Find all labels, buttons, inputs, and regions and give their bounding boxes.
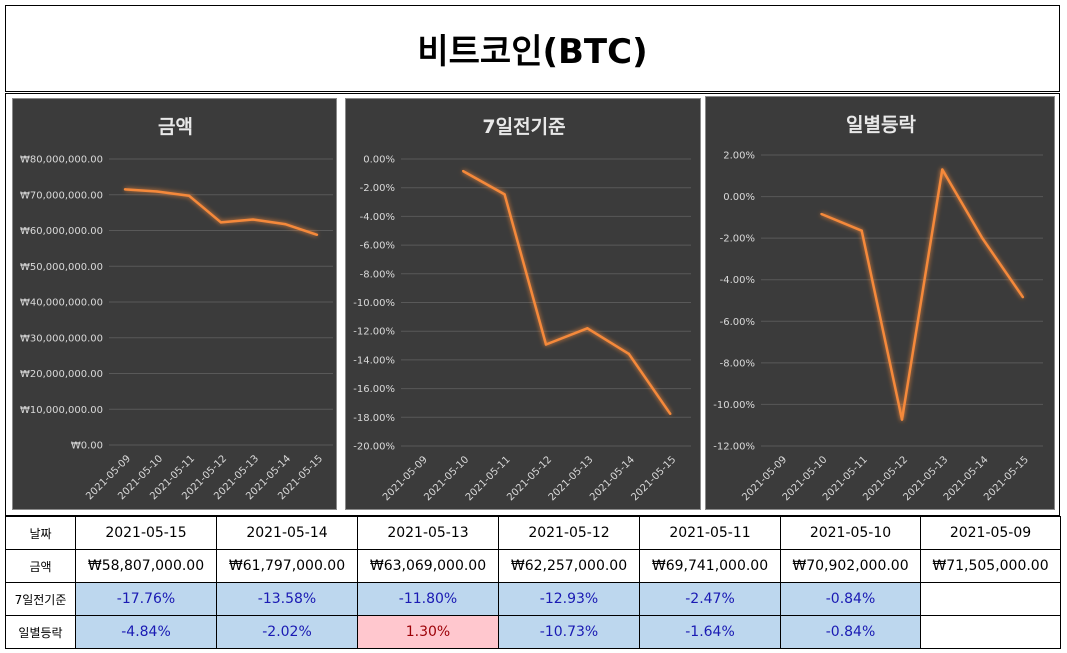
amount-cell: ₩69,741,000.00 [639,549,781,583]
y-tick-label: ₩70,000,000.00 [20,190,103,201]
daily-change-cell: -10.73% [498,615,640,649]
amount-cell: ₩62,257,000.00 [498,549,640,583]
data-point [251,218,255,221]
week-change-cell: -0.84% [780,582,921,616]
data-point [219,221,223,224]
chart-week-change-plot: 7일전기준 -20.00% -18.00% -16.00% -14.00% -12.00%… [353,116,691,503]
y-tick-label: ₩20,000,000.00 [20,369,103,380]
data-point [155,190,159,193]
data-point [900,418,904,421]
amount-cell: ₩70,902,000.00 [780,549,921,583]
date-cell: 2021-05-11 [639,516,781,550]
daily-change-cell: -0.84% [780,615,921,649]
y-tick-label: 2.00% [723,151,755,162]
date-cell: 2021-05-12 [498,516,640,550]
y-tick-label: -10.00% [353,298,395,309]
daily-change-cell: 1.30% [357,615,499,649]
week-change-cell: -11.80% [357,582,499,616]
data-point [283,222,287,226]
y-tick-label: -18.00% [353,413,395,424]
date-cell: 2021-05-13 [357,516,499,550]
series-line [820,168,1024,421]
daily-change-cell: -1.64% [639,615,781,649]
y-tick-label: -20.00% [353,442,395,453]
y-tick-label: -10.00% [713,400,755,411]
chart-amount: 금액 ₩0.00 ₩10,000,000.00 ₩20,000,000.00 ₩30,0… [12,98,337,510]
chart-title: 7일전기준 [482,116,565,138]
week-change-cell-empty [920,582,1061,616]
x-tick-label: 2021-05-15 [630,454,679,503]
data-point [1021,295,1025,299]
data-point [503,193,506,196]
amount-cell: ₩61,797,000.00 [216,549,358,583]
y-tick-label: ₩40,000,000.00 [20,298,103,309]
week-change-cell: -12.93% [498,582,640,616]
y-tick-label: -12.00% [713,442,755,453]
row-header-amount: 금액 [5,549,76,583]
y-tick-label: -14.00% [353,355,395,366]
y-tick-label: ₩80,000,000.00 [20,155,103,166]
week-change-cell: -2.47% [639,582,781,616]
y-tick-label: ₩50,000,000.00 [20,262,103,273]
series-line [124,188,318,236]
page-title: 비트코인(BTC) [5,5,1060,92]
week-change-cell: -13.58% [216,582,358,616]
y-tick-label: -8.00% [720,358,755,369]
row-header-week-change: 7일전기준 [5,582,76,616]
data-table: 날짜 2021-05-15 2021-05-14 2021-05-13 2021… [5,516,1061,649]
y-tick-label: -4.00% [360,212,395,223]
data-point [315,233,319,236]
amount-cell: ₩63,069,000.00 [357,549,499,583]
y-tick-label: ₩0.00 [71,441,103,452]
row-header-daily-change: 일별등락 [5,615,76,649]
data-point [860,229,863,232]
charts-area: 금액 ₩0.00 ₩10,000,000.00 ₩20,000,000.00 ₩30,0… [5,93,1060,516]
data-point [669,412,672,416]
y-tick-label: -6.00% [720,317,755,328]
table-row-daily-change: 일별등락 -4.84% -2.02% 1.30% -10.73% -1.64% … [5,615,1061,649]
row-header-date: 날짜 [5,516,76,550]
chart-daily-change: 일별등락 -12.00% -10.00% -8.00% -6.00% -4.00% -2.0… [705,96,1055,510]
data-point [586,327,589,330]
series-line [462,170,672,415]
date-cell: 2021-05-15 [75,516,217,550]
data-point [941,168,944,171]
chart-daily-change-plot: 일별등락 -12.00% -10.00% -8.00% -6.00% -4.00% -2.0… [713,114,1043,503]
y-tick-label: 0.00% [363,155,395,166]
table-row-week-change: 7일전기준 -17.76% -13.58% -11.80% -12.93% -2… [5,582,1061,616]
daily-change-cell: -2.02% [216,615,358,649]
y-tick-label: -8.00% [360,269,395,280]
y-tick-label: ₩30,000,000.00 [20,333,103,344]
date-cell: 2021-05-10 [780,516,921,550]
y-tick-label: ₩10,000,000.00 [20,405,103,416]
chart-week-change: 7일전기준 -20.00% -18.00% -16.00% -14.00% -12.00%… [345,98,701,510]
week-change-cell: -17.76% [75,582,217,616]
daily-change-cell-empty [920,615,1061,649]
data-point [123,188,127,191]
y-tick-label: -4.00% [720,275,755,286]
data-point [187,194,191,197]
data-point [461,169,465,173]
y-tick-label: ₩60,000,000.00 [20,226,103,237]
data-point [820,212,823,216]
data-point [981,237,984,240]
daily-change-cell: -4.84% [75,615,217,649]
y-tick-label: -2.00% [720,234,755,245]
date-cell: 2021-05-09 [920,516,1061,550]
amount-cell: ₩58,807,000.00 [75,549,217,583]
chart-amount-plot: 금액 ₩0.00 ₩10,000,000.00 ₩20,000,000.00 ₩30,0… [20,116,333,502]
y-tick-label: 0.00% [723,192,755,203]
y-tick-label: -6.00% [360,241,395,252]
table-row-dates: 날짜 2021-05-15 2021-05-14 2021-05-13 2021… [5,516,1061,550]
data-point [627,352,631,356]
table-row-amounts: 금액 ₩58,807,000.00 ₩61,797,000.00 ₩63,069… [5,549,1061,583]
y-tick-label: -16.00% [353,384,395,395]
amount-cell: ₩71,505,000.00 [920,549,1061,583]
chart-title: 일별등락 [846,114,916,136]
data-point [544,343,548,346]
y-tick-label: -2.00% [360,183,395,194]
date-cell: 2021-05-14 [216,516,358,550]
chart-title: 금액 [158,116,193,138]
y-tick-label: -12.00% [353,327,395,338]
